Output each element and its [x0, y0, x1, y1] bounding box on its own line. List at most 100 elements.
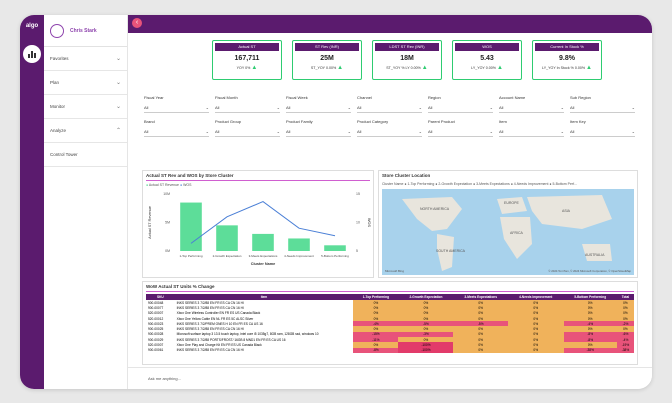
table-row[interactable]: 900-00023 INKS SERIES 3 7/2/PREM ONES H 1…	[146, 321, 634, 327]
legend-item: WOS	[183, 183, 192, 187]
table-cell: 0%	[507, 315, 564, 322]
table-cell: 900-00029	[148, 337, 164, 342]
table-row[interactable]: 520-00007 Xbox One Play and Charge Kit EN…	[146, 342, 634, 348]
table-cell: -5%	[453, 321, 508, 327]
table-cell: 0%	[453, 300, 508, 306]
table-cell: 0%	[353, 305, 399, 311]
analytics-icon[interactable]	[23, 45, 41, 63]
app-window: algo Chris Stark Favorites ⌄ Plan ⌄ Monito…	[20, 15, 652, 389]
column-header[interactable]: 2-Growth Expectation	[398, 294, 454, 300]
table-row[interactable]: 900-00061 INKS SERIES 3 7/2/88 EN FR ES C…	[146, 347, 634, 353]
filter-dropdown[interactable]: All ⌄	[428, 127, 493, 137]
column-header[interactable]: 3-Meets Expectations	[453, 294, 508, 300]
chart-legend: ● Actual ST Revenue ● WOS	[146, 183, 192, 187]
filter-label: Product Category	[357, 119, 389, 124]
x-tick-label: 3-Meets Expectations	[249, 254, 278, 258]
table-row[interactable]: 900-00028 Microsoft surface laptop 3 13.5…	[146, 331, 634, 338]
ask-input[interactable]: Ask me anything...	[128, 367, 652, 389]
table-cell: INKS SERIES 3 7/2/88 PORTS/FROST/ 16GB 8…	[176, 337, 286, 342]
sidebar-item-analyze[interactable]: Analyze ⌃	[44, 119, 127, 143]
divider	[146, 180, 370, 181]
column-header[interactable]: 5-Bottom Performing	[563, 294, 617, 300]
chart-title: Actual ST Rev and WOS by Store Cluster	[146, 173, 234, 178]
filter-dropdown[interactable]: All ⌄	[286, 103, 351, 113]
sidebar-item-label: Control Tower	[50, 152, 78, 157]
column-header[interactable]: Item	[174, 294, 354, 300]
filter-dropdown[interactable]: All ⌄	[144, 127, 209, 137]
sidebar-item-control-tower[interactable]: Control Tower	[44, 143, 127, 167]
map-label: AUSTRALIA	[585, 253, 605, 257]
table-cell: 0%	[563, 300, 617, 306]
chevron-down-icon: ⌄	[418, 129, 422, 134]
column-header[interactable]: 1-Top Performing	[353, 294, 399, 300]
table-row[interactable]: 900-00077 INKS SERIES 3 7/2/88 EN FR ES C…	[146, 305, 634, 311]
column-header[interactable]: 4-Needs Improvement	[507, 294, 564, 300]
sidebar-item-monitor[interactable]: Monitor ⌄	[44, 95, 127, 119]
filter-dropdown[interactable]: All ⌄	[499, 103, 564, 113]
world-map[interactable]: NORTH AMERICA EUROPE ASIA AFRICA SOUTH A…	[382, 189, 634, 275]
table-cell: 0%	[398, 337, 454, 343]
filter-dropdown[interactable]: All ⌄	[286, 127, 351, 137]
table-cell: INKS SERIES 3 7/2/PREM ONES H 10 EN FR E…	[176, 321, 263, 326]
table-cell: 0%	[453, 331, 508, 338]
filter-dropdown[interactable]: All ⌄	[499, 127, 564, 137]
map-label: ASIA	[562, 209, 570, 213]
y2-tick-label: 5	[356, 249, 358, 253]
filter: Channel All ⌄	[357, 95, 422, 113]
filter-dropdown[interactable]: All ⌄	[570, 103, 635, 113]
table-cell: 0%	[616, 310, 634, 316]
column-header[interactable]: SKU	[146, 294, 175, 300]
table-cell: -100%	[398, 342, 454, 348]
filter: Parent Product All ⌄	[428, 119, 493, 137]
table-cell: -4%	[616, 337, 634, 343]
table-cell: 900-00061	[148, 348, 164, 353]
sidebar-item-plan[interactable]: Plan ⌄	[44, 71, 127, 95]
filter-dropdown[interactable]: All ⌄	[428, 103, 493, 113]
chevron-down-icon: ⌄	[115, 56, 121, 62]
sidebar-item-favorites[interactable]: Favorites ⌄	[44, 47, 127, 71]
kpi-title: Current In Stock %	[535, 43, 599, 51]
filter-dropdown[interactable]: All ⌄	[570, 127, 635, 137]
x-tick-label: 2-Growth Expectation	[213, 254, 242, 258]
table-cell: 0%	[453, 305, 508, 311]
table-row[interactable]: 520-00007 Xbox One Wireless Controller EN…	[146, 310, 634, 316]
table-cell: Xbox One Wireless Controller EN FR ES US…	[176, 311, 261, 316]
map-legend: Cluster Name ● 1-Top Performing ● 2-Grow…	[382, 182, 577, 186]
user-profile[interactable]: Chris Stark	[44, 15, 127, 47]
table-cell: 0%	[616, 326, 634, 332]
table-cell: 0%	[507, 347, 564, 353]
filter-label: Item	[499, 119, 507, 124]
column-header[interactable]: Total	[616, 294, 634, 300]
table-cell: -38%	[616, 347, 634, 353]
filter-label: Fiscal Month	[215, 95, 238, 100]
filter-dropdown[interactable]: All ⌄	[215, 103, 280, 113]
filter-value: All	[570, 105, 575, 110]
kpi-value: 18M	[400, 55, 414, 62]
table-row[interactable]: 520-00012 Xbox One Yellow Cable EN NL FR …	[146, 315, 634, 322]
filter-dropdown[interactable]: All ⌄	[357, 127, 422, 137]
table-row[interactable]: 900-00029 INKS SERIES 3 7/2/88 PORTS/FROS…	[146, 337, 634, 343]
table-cell: -4%	[353, 321, 399, 327]
table-cell: 0%	[507, 310, 564, 316]
table-cell: 0%	[353, 326, 399, 332]
table-cell: 520-00012	[148, 316, 164, 321]
filter-label: Fiscal Year	[144, 95, 164, 100]
filter-dropdown[interactable]: All ⌄	[357, 103, 422, 113]
filter: Account Name All ⌄	[499, 95, 564, 113]
table-cell: 0%	[507, 321, 564, 327]
table-row[interactable]: 900-00048 INKS SERIES 3 7/2/88 EN FR ES C…	[146, 300, 634, 306]
y-tick-label: 0M	[165, 249, 170, 253]
table-cell: 0%	[398, 310, 454, 316]
filter-dropdown[interactable]: All ⌄	[215, 127, 280, 137]
filter: Fiscal Month All ⌄	[215, 95, 280, 113]
table-cell: -8%	[563, 331, 617, 338]
back-icon[interactable]: ‹	[132, 18, 142, 28]
arrow-up-icon: ▲	[496, 65, 503, 71]
kpi-card: ST Rev (INR) 25M ST_YOY 0.00% ▲	[292, 40, 362, 80]
sidebar-item-label: Analyze	[50, 128, 67, 133]
filter-dropdown[interactable]: All ⌄	[144, 103, 209, 113]
data-table: SKU Item 1-Top Performing 2-Growth Expectat…	[146, 294, 634, 353]
table-row[interactable]: 900-00025 INKS SERIES 3 7/2/88 EN FR ES C…	[146, 326, 634, 332]
kpi-value: 5.43	[480, 55, 494, 62]
kpi-sub-text: ST_YOY 0.00%	[310, 66, 337, 70]
